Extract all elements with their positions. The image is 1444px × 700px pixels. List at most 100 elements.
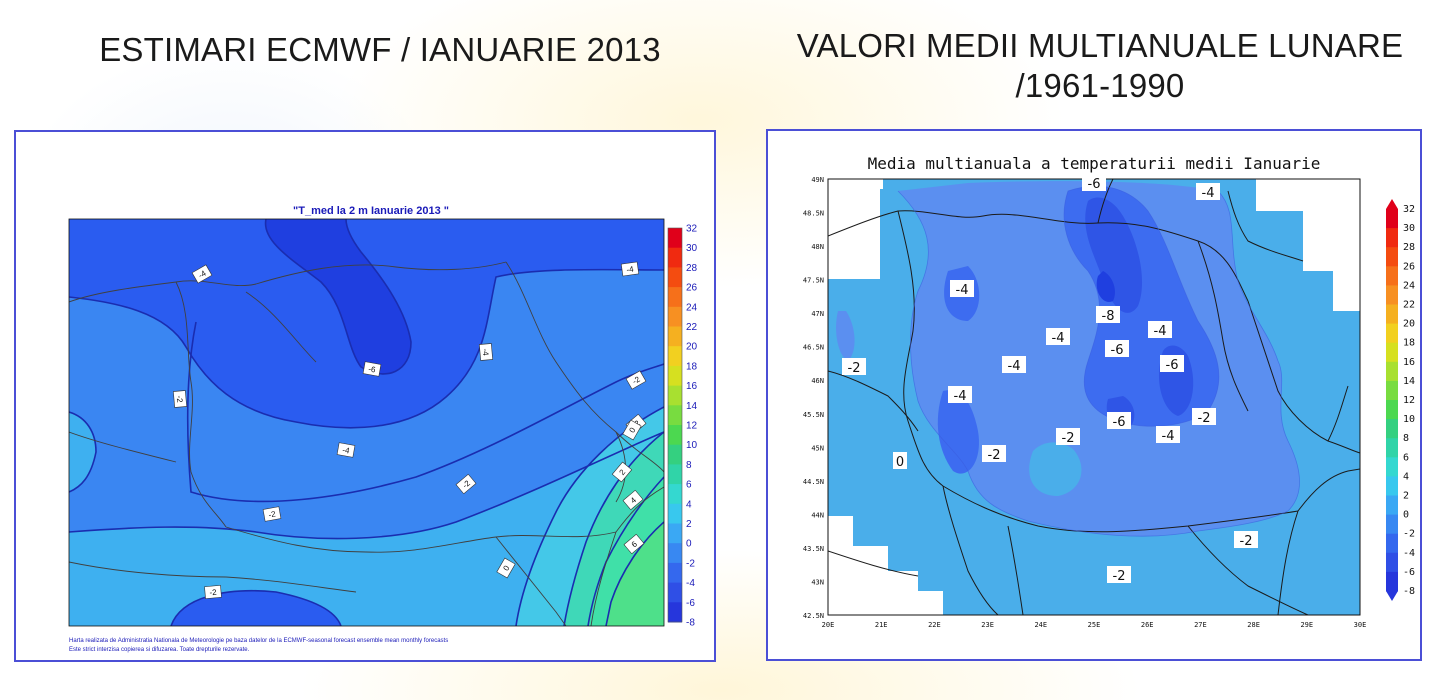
svg-text:-4: -4 <box>1154 324 1167 339</box>
left-colorbar-tick: 24 <box>686 302 698 313</box>
left-country-borders <box>69 261 664 626</box>
right-colorbar-tick: 24 <box>1403 280 1415 291</box>
svg-text:-4: -4 <box>1202 186 1215 201</box>
left-colorbar-tick: 18 <box>686 361 698 372</box>
left-colorbar-swatch <box>668 287 682 308</box>
right-colorbar-swatch <box>1386 228 1398 248</box>
right-colorbar-swatch <box>1386 438 1398 458</box>
right-colorbar-tick: 18 <box>1403 338 1415 349</box>
latitude-ticks: 49N 48.5N 48N 47.5N 47N 46.5N 46N 45.5N 45N 44.5N… <box>803 176 824 620</box>
latitude-tick: 43.5N <box>803 545 824 553</box>
zone-minus6-minus8 <box>1085 197 1143 313</box>
climatology-map-panel: Media multianuala a temperaturii medii I… <box>766 129 1422 661</box>
latitude-tick: 43N <box>811 578 824 586</box>
contour-label: -6 <box>1160 355 1184 373</box>
longitude-tick: 28E <box>1247 621 1260 629</box>
contour-label: -2 <box>1192 408 1216 426</box>
svg-text:-2: -2 <box>1062 431 1075 446</box>
right-colorbar-tick: 28 <box>1403 242 1415 253</box>
svg-text:-4: -4 <box>342 445 351 455</box>
right-colorbar-tick: 26 <box>1403 261 1415 272</box>
right-colorbar-swatch <box>1386 266 1398 286</box>
svg-text:-6: -6 <box>1113 415 1126 430</box>
left-colorbar-tick: 2 <box>686 519 692 530</box>
right-colorbar-swatch <box>1386 419 1398 439</box>
left-colorbar-swatch <box>668 267 682 288</box>
svg-text:-4: -4 <box>197 268 208 280</box>
left-colorbar-swatch <box>668 523 682 544</box>
missing-ne <box>1256 179 1360 311</box>
latitude-tick: 45.5N <box>803 411 824 419</box>
zone-6-8 <box>606 522 664 626</box>
contour-label: -6 <box>362 361 382 377</box>
contour-label: -4 <box>191 264 213 284</box>
contour-label: -4 <box>479 343 493 361</box>
svg-text:-4: -4 <box>954 389 967 404</box>
right-map-title: Media multianuala a temperaturii medii I… <box>868 154 1321 173</box>
left-colorbar-tick: 28 <box>686 263 698 274</box>
right-colorbar-tick: 2 <box>1403 491 1409 502</box>
svg-text:-2: -2 <box>461 478 473 490</box>
left-colorbar-tick: 26 <box>686 283 698 294</box>
left-colorbar-tick: 12 <box>686 421 698 432</box>
left-colorbar-swatch <box>668 346 682 367</box>
missing-nw <box>828 179 880 279</box>
contour-label: -2 <box>1234 531 1258 549</box>
svg-text:-2: -2 <box>1240 534 1253 549</box>
left-colorbar-tick: 4 <box>686 499 692 510</box>
left-colorbar-tick: 22 <box>686 322 698 333</box>
right-colorbar-tick: 16 <box>1403 357 1415 368</box>
svg-text:-2: -2 <box>848 361 861 376</box>
contour-label: -2 <box>625 370 647 390</box>
latitude-tick: 44.5N <box>803 478 824 486</box>
left-colorbar-tick: 8 <box>686 460 692 471</box>
right-colorbar-tick: 4 <box>1403 471 1409 482</box>
svg-text:-8: -8 <box>1102 309 1115 324</box>
right-colorbar-swatch <box>1386 285 1398 305</box>
missing-top <box>828 179 883 189</box>
left-footer-line1: Harta realizata de Administratia Nationa… <box>69 638 448 644</box>
longitude-tick: 20E <box>822 621 835 629</box>
longitude-tick: 21E <box>875 621 888 629</box>
zone-0-minus2 <box>69 432 664 626</box>
left-colorbar-swatch <box>668 326 682 347</box>
latitude-tick: 46N <box>811 377 824 385</box>
zone-south-minus2-minus4 <box>171 590 341 626</box>
left-colorbar-swatch <box>668 484 682 505</box>
contour-label: -2 <box>842 358 866 376</box>
left-colorbar-tick: 16 <box>686 381 698 392</box>
contour-label: -2 <box>982 445 1006 463</box>
contour-label: -2 <box>455 473 477 495</box>
ecmwf-forecast-map: "T_med la 2 m Ianuarie 2013 " <box>68 205 698 653</box>
svg-text:-6: -6 <box>1088 177 1101 192</box>
latitude-tick: 46.5N <box>803 344 824 352</box>
svg-text:-4: -4 <box>956 283 969 298</box>
right-heading: VALORI MEDII MULTIANUALE LUNARE /1961-19… <box>760 26 1440 106</box>
right-colorbar-swatch <box>1386 495 1398 516</box>
right-colorbar-tick: 12 <box>1403 395 1415 406</box>
right-colorbar-tick: 22 <box>1403 300 1415 311</box>
longitude-ticks: 20E 21E 22E 23E 24E 25E 26E 27E 28E 29E 30E <box>822 621 1367 629</box>
right-colorbar-swatch <box>1386 476 1398 496</box>
right-colorbar-swatch <box>1386 571 1398 592</box>
left-colorbar-swatch <box>668 425 682 446</box>
left-colorbar-swatch <box>668 503 682 524</box>
right-colorbar-tick: 6 <box>1403 452 1409 463</box>
longitude-tick: 23E <box>981 621 994 629</box>
svg-text:0: 0 <box>627 426 637 435</box>
contour-label: 0 <box>496 557 516 579</box>
right-colorbar-tick: 32 <box>1403 204 1415 215</box>
left-map-frame <box>68 218 665 627</box>
right-colorbar-tick: 8 <box>1403 433 1409 444</box>
latitude-tick: 44N <box>811 511 824 519</box>
left-colorbar-tick: -2 <box>686 558 695 569</box>
longitude-tick: 24E <box>1034 621 1047 629</box>
right-contour-fill <box>828 179 1360 615</box>
contour-label: -4 <box>620 261 640 277</box>
zone-minus6-core <box>265 219 411 374</box>
right-colorbar-swatch <box>1386 247 1398 267</box>
right-colorbar-swatch <box>1386 304 1398 325</box>
